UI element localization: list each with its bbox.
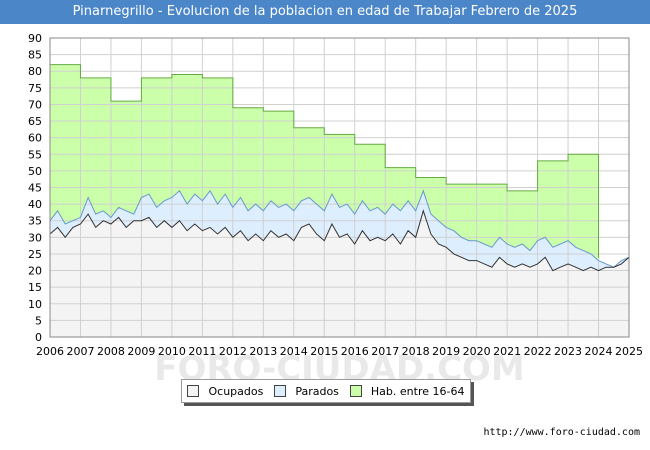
y-tick-label: 40 [28,198,42,211]
legend-swatch-ocupados [187,385,200,397]
legend: Ocupados Parados Hab. entre 16-64 [181,379,471,403]
y-tick-label: 10 [28,298,42,311]
x-tick-label: 2024 [585,345,613,358]
series-area-ocupados [50,210,629,337]
y-tick-label: 0 [35,331,42,344]
x-tick-label: 2008 [97,345,125,358]
x-tick-label: 2018 [402,345,430,358]
y-tick-label: 75 [28,82,42,95]
x-tick-label: 2009 [127,345,155,358]
y-tick-label: 20 [28,265,42,278]
y-tick-label: 50 [28,165,42,178]
x-tick-label: 2025 [615,345,643,358]
series-line-ocupados [49,209,630,272]
y-tick-label: 15 [28,281,42,294]
x-tick-label: 2012 [219,345,247,358]
y-tick-label: 55 [28,148,42,161]
legend-item-parados: Parados [274,385,339,398]
x-tick-label: 2022 [524,345,552,358]
x-tick-label: 2017 [371,345,399,358]
legend-label-parados: Parados [295,384,339,398]
y-tick-label: 35 [28,215,42,228]
x-tick-label: 2023 [554,345,582,358]
y-tick-label: 30 [28,231,42,244]
legend-item-ocupados: Ocupados [187,385,263,398]
y-tick-label: 60 [28,132,42,145]
chart-title: Pinarnegrillo - Evolucion de la poblacio… [0,0,650,24]
x-tick-label: 2016 [341,345,369,358]
legend-item-hab: Hab. entre 16-64 [349,384,465,398]
y-tick-label: 25 [28,248,42,261]
x-tick-label: 2020 [463,345,491,358]
x-tick-label: 2011 [188,345,216,358]
legend-label-ocupados: Ocupados [208,384,264,398]
legend-swatch-hab [349,385,362,397]
series-line-hab [50,64,600,258]
x-tick-label: 2014 [280,345,308,358]
y-tick-label: 85 [28,49,42,62]
x-tick-label: 2007 [66,345,94,358]
y-tick-label: 65 [28,115,42,128]
y-tick-label: 70 [28,98,42,111]
y-tick-label: 90 [28,32,42,45]
legend-label-hab: Hab. entre 16-64 [370,384,465,398]
x-tick-label: 2021 [493,345,521,358]
y-tick-label: 45 [28,182,42,195]
plot-border [49,37,630,338]
x-tick-label: 2006 [36,345,64,358]
source-credit[interactable]: http://www.foro-ciudad.com [483,427,640,438]
y-tick-label: 80 [28,65,42,78]
x-tick-label: 2019 [432,345,460,358]
x-tick-label: 2010 [158,345,186,358]
x-tick-label: 2015 [310,345,338,358]
legend-swatch-parados [274,385,287,397]
y-tick-label: 5 [35,314,42,327]
x-tick-label: 2013 [249,345,277,358]
series-line-parados [49,189,630,268]
